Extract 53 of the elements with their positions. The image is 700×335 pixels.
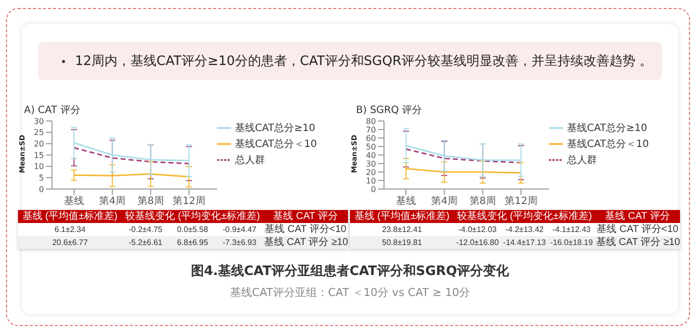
text: -4.0±12.03 — [457, 224, 498, 236]
y-tick-label: 25 — [34, 128, 44, 138]
chart-title: B) SGRQ 评分 — [355, 104, 424, 117]
shaded-row: 50.8±19.81 -12.0±16.80 -14.4±17.13 -16.0±18.19 基线 CAT 评分 ≥10 — [350, 236, 680, 249]
x-tick-label: 基线 — [396, 195, 416, 208]
y-tick-label: 0 — [370, 184, 376, 194]
text: 基线 CAT 评分 — [595, 210, 680, 223]
text: 23.8±12.41 — [381, 224, 423, 236]
x-tick-label: 第4周 — [99, 195, 126, 208]
text: 基线 CAT 评分<10 — [264, 223, 348, 236]
y-tick-label: 10 — [34, 162, 44, 172]
shaded-row: 20.6±6.77 -5.2±6.61 6.8±6.95 -7.3±6.93 基线 CAT 评分 ≥10 — [18, 236, 348, 249]
legend-label: 基线CAT总分＜10 — [567, 139, 649, 150]
x-tick-label: 第8周 — [469, 195, 496, 208]
text: 基线 CAT 评分<10 — [596, 223, 680, 236]
x-tick-label: 第12周 — [504, 195, 538, 208]
y-tick-label: 30 — [366, 159, 376, 168]
text: 较基线变化 (平均变化±标准差) — [122, 210, 264, 223]
text: 基线CAT评分亚组：CAT ＜10分 vs CAT ≥ 10分 — [228, 285, 472, 300]
text: 图4.基线CAT评分亚组患者CAT评分和SGRQ评分变化 — [190, 262, 510, 280]
x-tick-label: 第12周 — [172, 195, 206, 208]
text: -4.2±13.42 — [504, 224, 545, 236]
y-tick-label: 15 — [34, 150, 44, 160]
y-tick-label: 20 — [366, 168, 376, 177]
y-tick-label: 80 — [366, 116, 376, 126]
x-tick-label: 第4周 — [431, 195, 458, 208]
text: 6.1±2.34 — [53, 224, 87, 236]
y-tick-label: 30 — [34, 116, 44, 126]
x-tick-label: 基线 — [64, 195, 84, 208]
text: -0.2±4.75 — [128, 224, 164, 236]
text: 0.0±5.58 — [176, 224, 210, 236]
text: -4.1±12.43 — [551, 224, 592, 236]
y-tick-label: 70 — [366, 125, 376, 134]
legend-label: 总人群 — [235, 155, 265, 166]
y-tick-label: 20 — [34, 140, 44, 149]
y-tick-label: 0 — [38, 184, 44, 194]
chart-title: A) CAT 评分 — [23, 104, 82, 117]
y-tick-label: 60 — [366, 134, 376, 143]
y-tick-label: 10 — [366, 176, 376, 186]
legend-label: 基线CAT总分≥10 — [567, 123, 648, 134]
text: 较基线变化 (平均变化±标准差) — [454, 210, 596, 223]
legend-label: 基线CAT总分≥10 — [235, 123, 316, 134]
text: -0.9±4.47 — [222, 224, 258, 236]
y-tick-label: 50 — [366, 142, 376, 152]
text: 基线 (平均值±标准差) — [350, 210, 454, 223]
legend-label: 总人群 — [567, 155, 597, 166]
text: 基线 (平均值±标准差) — [18, 210, 122, 223]
text: 基线 CAT 评分 — [263, 210, 348, 223]
y-tick-label: 40 — [366, 150, 376, 160]
x-tick-label: 第8周 — [137, 195, 164, 208]
y-tick-label: 5 — [38, 174, 44, 183]
legend-label: 基线CAT总分＜10 — [235, 139, 317, 150]
text: 12周内，基线CAT评分≥10分的患者，CAT评分和SGQR评分较基线明显改善，并呈持续改善趋势 。 — [75, 53, 653, 70]
